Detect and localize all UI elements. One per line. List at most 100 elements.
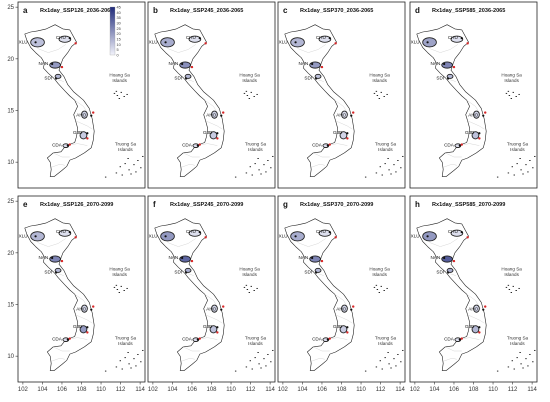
island-dot <box>379 166 381 168</box>
x-tick-label: 110 <box>226 387 236 393</box>
island-dot <box>511 166 513 168</box>
province-boundary <box>311 164 325 168</box>
station-label-G3D: G3D <box>333 324 343 329</box>
station-label-CDA: CDA <box>312 337 323 342</box>
station-label-G3D: G3D <box>465 130 475 135</box>
hoang-sa-label: Hoang Sa <box>239 266 260 271</box>
station-label-SDI: SDI <box>436 75 444 80</box>
panel-frame <box>277 195 406 383</box>
basin-G3D <box>209 325 218 334</box>
station-label-NAN: NAN <box>38 61 48 66</box>
panel-letter: b <box>153 6 158 15</box>
station-marker <box>328 231 331 234</box>
station-marker <box>164 235 167 238</box>
island-dot <box>384 163 386 165</box>
gauge-marker <box>352 111 355 114</box>
island-dot <box>505 286 508 288</box>
island-dot <box>520 363 522 365</box>
panel-letter: c <box>283 6 288 15</box>
station-marker <box>68 37 71 40</box>
island-dot <box>272 349 274 351</box>
truong-sa-label: Truong Sa <box>507 142 529 147</box>
basin-CHU <box>188 35 202 43</box>
hoang-sa-label: Hoang Sa <box>109 266 130 271</box>
island-dot <box>251 174 253 176</box>
hoang-sa-label: Islands <box>504 272 519 277</box>
island-dot <box>120 285 122 287</box>
station-marker <box>294 235 297 238</box>
island-dot <box>246 95 249 96</box>
truong-sa-label: Islands <box>510 341 525 346</box>
country-outline <box>416 24 487 177</box>
gauge-marker <box>68 143 71 146</box>
gauge-marker <box>190 65 194 69</box>
x-tick-label: 106 <box>57 387 68 393</box>
island-dot <box>519 158 521 159</box>
basin-CHU <box>450 35 464 43</box>
province-boundary <box>53 346 70 352</box>
station-label-AHO: AHO <box>206 307 216 312</box>
station-label-XLU: XLU <box>411 39 420 44</box>
island-dot <box>270 361 272 363</box>
basin-AHO <box>81 304 88 313</box>
island-dot <box>256 93 258 95</box>
station-marker <box>315 77 318 80</box>
basin-G3D <box>339 325 348 334</box>
province-boundary <box>429 44 458 53</box>
panel-title: Rx1day_SSP585_2036-2065 <box>432 8 505 14</box>
gauge-marker <box>86 331 89 334</box>
island-dot <box>127 352 129 353</box>
x-tick-label: 104 <box>167 387 178 393</box>
gauge-marker <box>334 236 337 239</box>
island-dot <box>250 285 252 287</box>
island-dot <box>265 171 267 173</box>
x-tick-label: 114 <box>527 387 537 393</box>
legend-tick-label: 15 <box>117 38 121 42</box>
panel-letter: g <box>283 200 288 209</box>
island-dot <box>265 365 267 367</box>
y-tick-label: 25 <box>7 5 14 11</box>
basin-XLU <box>422 231 437 242</box>
province-boundary <box>445 346 462 352</box>
island-dot <box>534 349 536 351</box>
island-dot <box>243 92 246 94</box>
station-marker <box>482 114 485 117</box>
station-marker <box>198 37 201 40</box>
basin-XLU <box>290 231 305 242</box>
x-tick-label: 106 <box>317 387 328 393</box>
hoang-sa-label: Islands <box>372 78 387 83</box>
y-tick-label: 25 <box>7 199 14 205</box>
x-tick-label: 112 <box>246 387 256 393</box>
x-tick-label: 102 <box>18 387 29 393</box>
station-marker <box>443 256 446 260</box>
province-boundary <box>443 358 457 362</box>
province-boundary <box>313 346 330 352</box>
panel-frame <box>409 1 538 189</box>
island-dot <box>113 286 116 288</box>
station-label-XLU: XLU <box>279 233 288 238</box>
gauge-marker <box>216 137 219 140</box>
hoang-sa-label: Islands <box>504 78 519 83</box>
panel-title: Rx1day_SSP370_2036-2065 <box>300 8 373 14</box>
island-dot <box>115 172 118 174</box>
province-boundary <box>37 238 66 247</box>
province-boundary <box>445 152 462 158</box>
station-label-AHO: AHO <box>206 113 216 118</box>
legend-tick-label: 45 <box>117 6 121 10</box>
basin-AHO <box>473 304 480 313</box>
island-dot <box>115 90 118 92</box>
station-marker <box>196 338 199 341</box>
island-dot <box>510 98 513 99</box>
station-label-CHU: CHU <box>448 229 458 234</box>
station-label-NAN: NAN <box>168 61 178 66</box>
basin-CHU <box>58 35 72 43</box>
hoang-sa-label: Islands <box>242 272 257 277</box>
island-dot <box>123 290 125 291</box>
x-tick-label: 112 <box>116 387 126 393</box>
basin-SDI <box>54 267 62 273</box>
island-dot <box>270 167 272 169</box>
country-outline <box>284 218 355 371</box>
station-label-AHO: AHO <box>336 113 346 118</box>
station-label-CHU: CHU <box>56 229 66 234</box>
province-boundary <box>167 238 196 247</box>
